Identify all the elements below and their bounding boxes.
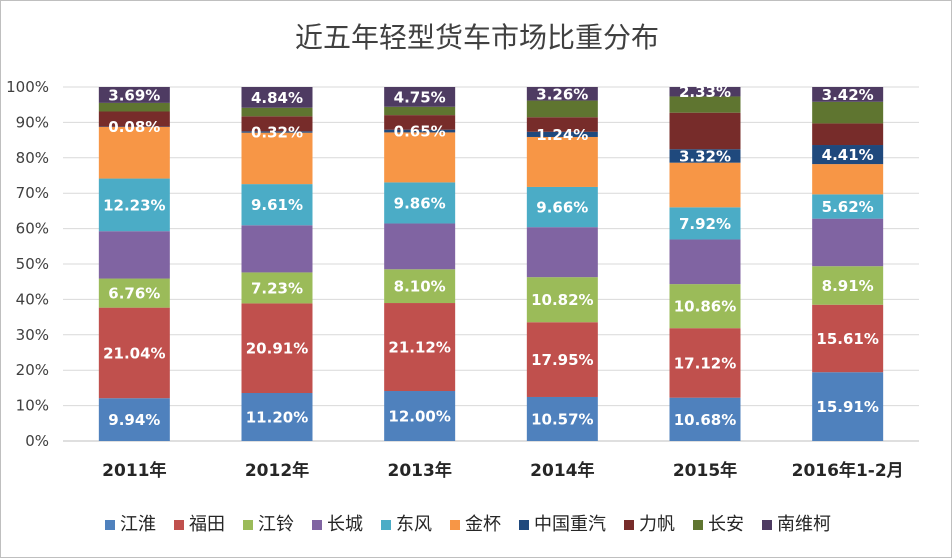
legend-label: 长城 (327, 514, 363, 535)
legend-swatch (519, 520, 529, 530)
data-label: 2.33% (679, 83, 731, 101)
legend-label: 东风 (396, 514, 432, 535)
x-tick-label: 2013年 (388, 460, 452, 481)
y-tick-label: 80% (16, 149, 49, 167)
data-label: 21.12% (388, 339, 450, 357)
bar-segment (384, 107, 455, 115)
data-label: 4.84% (251, 89, 303, 107)
legend-swatch (243, 520, 253, 530)
bar-segment (527, 137, 598, 187)
legend-label: 金杯 (465, 514, 501, 535)
chart-title: 近五年轻型货车市场比重分布 (295, 21, 659, 54)
data-label: 4.75% (394, 88, 446, 106)
data-label: 4.41% (822, 146, 874, 164)
data-label: 9.86% (394, 194, 446, 212)
y-tick-label: 40% (16, 290, 49, 308)
y-tick-label: 20% (16, 361, 49, 379)
x-axis-ticks: 2011年 2012年 2013年 2014年 2015年 2016年1-2月 (102, 460, 904, 481)
data-labels: 9.94% 21.04% 6.76% 12.23% 0.08% 3.69% 11.20% 20… (103, 83, 879, 429)
legend-label: 中国重汽 (534, 514, 606, 535)
data-label: 17.12% (674, 354, 736, 372)
legend-swatch (105, 520, 115, 530)
y-tick-label: 60% (16, 220, 49, 238)
legend-label: 长安 (708, 514, 744, 535)
y-axis-ticks: 0% 10% 20% 30% 40% 50% 60% 70% 80% 90% 100% (6, 78, 49, 450)
data-label: 8.10% (394, 278, 446, 296)
bar-segment (670, 113, 741, 150)
legend-label: 力帆 (639, 514, 675, 535)
data-label: 3.26% (536, 85, 588, 103)
legend-label: 南维柯 (777, 514, 831, 535)
y-tick-label: 0% (25, 432, 49, 450)
bar-segment (242, 108, 313, 117)
data-label: 6.76% (108, 285, 160, 303)
bar-segment (384, 223, 455, 269)
legend: 江淮 福田 江铃 长城 东风 金杯 中国重汽 力帆 长安 南维柯 (105, 514, 831, 535)
data-label: 15.61% (816, 330, 878, 348)
bar-segment (242, 225, 313, 272)
bar-segment (527, 227, 598, 277)
data-label: 7.23% (251, 279, 303, 297)
data-label: 10.68% (674, 411, 736, 429)
bar-segment (812, 123, 883, 145)
data-label: 15.91% (816, 398, 878, 416)
data-label: 3.32% (679, 147, 731, 165)
data-label: 0.08% (108, 118, 160, 136)
legend-swatch (693, 520, 703, 530)
gridlines (63, 87, 919, 441)
data-label: 8.91% (822, 277, 874, 295)
bar-segment (812, 164, 883, 194)
data-label: 11.20% (246, 409, 308, 427)
data-label: 10.86% (674, 298, 736, 316)
x-tick-label: 2011年 (102, 460, 166, 481)
x-tick-label: 2012年 (245, 460, 309, 481)
data-label: 9.94% (108, 411, 160, 429)
y-tick-label: 90% (16, 113, 49, 131)
data-label: 1.24% (536, 126, 588, 144)
legend-label: 江淮 (120, 514, 156, 535)
data-label: 10.57% (531, 410, 593, 428)
bar-segment (670, 239, 741, 284)
x-tick-label: 2014年 (530, 460, 594, 481)
data-label: 3.42% (822, 86, 874, 104)
y-tick-label: 30% (16, 326, 49, 344)
legend-swatch (450, 520, 460, 530)
bar-segment (812, 219, 883, 267)
legend-swatch (624, 520, 634, 530)
y-tick-label: 100% (6, 78, 49, 96)
y-tick-label: 50% (16, 255, 49, 273)
data-label: 9.61% (251, 196, 303, 214)
data-label: 5.62% (822, 198, 874, 216)
data-label: 9.66% (536, 199, 588, 217)
data-label: 0.65% (394, 123, 446, 141)
x-tick-label: 2015年 (673, 460, 737, 481)
y-tick-label: 70% (16, 184, 49, 202)
bar-segment (99, 231, 170, 278)
legend-swatch (174, 520, 184, 530)
data-label: 12.00% (388, 408, 450, 426)
legend-swatch (312, 520, 322, 530)
data-label: 21.04% (103, 344, 165, 362)
y-tick-label: 10% (16, 397, 49, 415)
data-label: 3.69% (108, 86, 160, 104)
legend-label: 福田 (189, 514, 225, 535)
legend-swatch (381, 520, 391, 530)
data-label: 17.95% (531, 351, 593, 369)
bar-segment (670, 163, 741, 208)
data-label: 10.82% (531, 291, 593, 309)
data-label: 20.91% (246, 340, 308, 358)
data-label: 7.92% (679, 215, 731, 233)
data-label: 0.32% (251, 123, 303, 141)
bar-segment (812, 102, 883, 124)
legend-swatch (762, 520, 772, 530)
data-label: 12.23% (103, 196, 165, 214)
x-tick-label: 2016年1-2月 (792, 460, 904, 481)
legend-label: 江铃 (258, 514, 294, 535)
